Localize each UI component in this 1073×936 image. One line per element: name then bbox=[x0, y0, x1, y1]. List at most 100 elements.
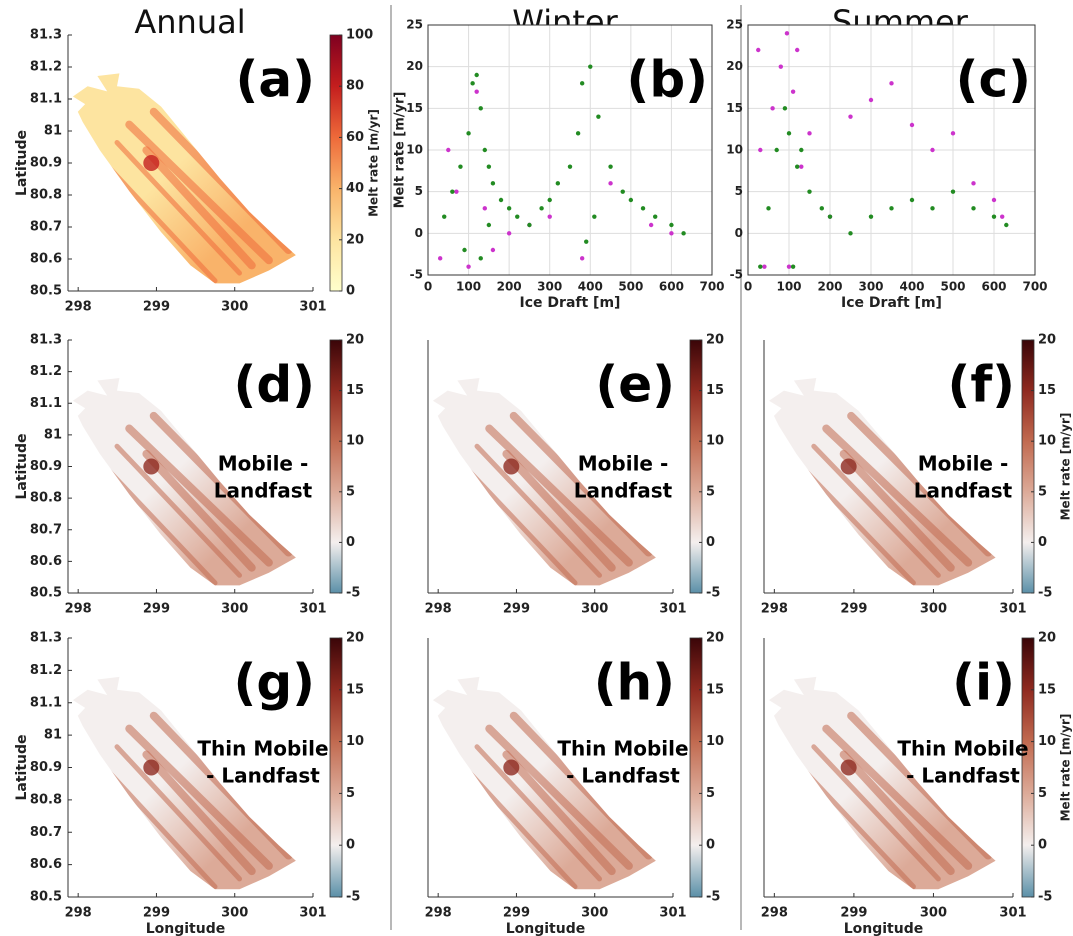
melt-stripe bbox=[502, 449, 616, 572]
x-tick-label: 500 bbox=[618, 280, 643, 294]
colorbar-tick-label: 80 bbox=[346, 79, 364, 94]
melt-stripe bbox=[474, 744, 602, 882]
x-tick-label: 298 bbox=[761, 602, 788, 617]
y-tick-label: 81.3 bbox=[30, 28, 62, 43]
x-tick-label: 298 bbox=[425, 906, 452, 921]
annotation: - Landfast bbox=[906, 764, 1020, 788]
scatter-point bbox=[555, 181, 561, 186]
colorbar-tick-label: 15 bbox=[706, 682, 724, 697]
annotation: Thin Mobile bbox=[557, 737, 688, 761]
scatter-point bbox=[1000, 214, 1005, 219]
x-tick-label: 301 bbox=[299, 602, 326, 617]
scatter-point bbox=[971, 181, 976, 186]
x-tick-label: 300 bbox=[920, 602, 947, 617]
x-tick-label: 301 bbox=[659, 602, 686, 617]
scatter-point bbox=[608, 181, 613, 186]
scatter-point bbox=[786, 131, 792, 136]
scatter-point bbox=[950, 189, 956, 194]
melt-stripe bbox=[485, 424, 633, 567]
scatter-point bbox=[474, 89, 479, 94]
melt-stripe bbox=[125, 724, 273, 870]
scatter-point bbox=[1004, 222, 1009, 228]
colorbar-tick-label: 0 bbox=[346, 535, 355, 550]
scatter-point bbox=[868, 214, 874, 219]
y-axis-label: Latitude bbox=[14, 130, 30, 196]
melt-stripe bbox=[474, 443, 602, 578]
melt-spot bbox=[143, 759, 160, 776]
melt-stripe bbox=[114, 443, 242, 578]
scatter-point bbox=[454, 189, 459, 194]
melt-spot bbox=[840, 759, 857, 776]
scatter-point bbox=[539, 206, 544, 211]
scatter-point bbox=[766, 206, 771, 211]
x-tick-label: 300 bbox=[221, 300, 248, 315]
colorbar-tick-label: -5 bbox=[346, 586, 360, 601]
melt-stripe bbox=[102, 160, 218, 284]
scatter-point bbox=[466, 264, 471, 269]
panel-label: (f) bbox=[948, 356, 1015, 414]
scatter-point bbox=[799, 164, 804, 169]
scatter-point bbox=[950, 131, 956, 136]
scatter-point bbox=[567, 164, 573, 169]
scatter-point bbox=[807, 189, 812, 194]
scatter-point bbox=[756, 47, 761, 53]
colorbar-tick-label: 20 bbox=[346, 631, 364, 646]
x-tick-label: 299 bbox=[143, 906, 170, 921]
colorbar-tick-label: 0 bbox=[346, 284, 355, 299]
scatter-point bbox=[442, 214, 447, 219]
y-axis-label: Latitude bbox=[14, 433, 30, 499]
colorbar-tick-label: 10 bbox=[1038, 734, 1056, 749]
scatter-point bbox=[795, 47, 800, 53]
annotation: Mobile - bbox=[218, 452, 309, 476]
x-tick-label: 301 bbox=[999, 602, 1026, 617]
y-tick-label: 80.9 bbox=[30, 760, 62, 775]
x-axis-label: Longitude bbox=[506, 921, 586, 936]
x-tick-label: 100 bbox=[456, 280, 481, 294]
plot-frame bbox=[747, 24, 1036, 276]
scatter-point bbox=[584, 239, 589, 244]
melt-stripe bbox=[485, 724, 633, 870]
x-tick-label: 300 bbox=[858, 280, 883, 294]
scatter-point bbox=[971, 206, 976, 211]
y-tick-label: 80.7 bbox=[30, 522, 62, 537]
colorbar-tick-label: 100 bbox=[346, 28, 373, 43]
colorbar-tick-label: 0 bbox=[1038, 535, 1047, 550]
annotation: Landfast bbox=[914, 479, 1013, 503]
colorbar bbox=[329, 637, 343, 898]
y-tick-label: 0 bbox=[415, 226, 423, 240]
scatter-point bbox=[592, 214, 597, 219]
plot-frame bbox=[427, 24, 713, 276]
annotation: Thin Mobile bbox=[897, 737, 1028, 761]
y-tick-label: -5 bbox=[730, 268, 743, 282]
melt-stripe bbox=[114, 744, 242, 882]
annotation: Mobile - bbox=[918, 452, 1009, 476]
scatter-point bbox=[669, 222, 674, 228]
melt-spot bbox=[143, 155, 160, 171]
colorbar-tick-label: 15 bbox=[1038, 682, 1056, 697]
scatter-point bbox=[446, 147, 451, 153]
melt-stripe bbox=[811, 744, 941, 882]
x-tick-label: 298 bbox=[65, 906, 92, 921]
scatter-point bbox=[498, 197, 504, 203]
y-tick-label: 5 bbox=[735, 184, 743, 198]
colorbar-tick-label: 0 bbox=[706, 838, 715, 853]
y-tick-label: 80.5 bbox=[30, 284, 62, 299]
y-tick-label: 10 bbox=[726, 143, 743, 157]
x-tick-label: 600 bbox=[981, 280, 1006, 294]
x-tick-label: 300 bbox=[581, 602, 608, 617]
melt-stripe bbox=[839, 750, 955, 876]
y-tick-label: 81 bbox=[44, 728, 62, 743]
scatter-point bbox=[930, 206, 935, 211]
colorbar bbox=[329, 34, 343, 292]
y-tick-label: -5 bbox=[410, 268, 423, 282]
y-tick-label: 81 bbox=[44, 124, 62, 139]
scatter-point bbox=[782, 106, 788, 111]
colorbar-tick-label: -5 bbox=[1038, 890, 1052, 905]
scatter-point bbox=[470, 81, 475, 86]
melt-stripe bbox=[822, 724, 973, 870]
colorbar-tick-label: 0 bbox=[706, 535, 715, 550]
x-tick-label: 200 bbox=[817, 280, 842, 294]
annotation: Landfast bbox=[574, 479, 673, 503]
melt-stripe bbox=[502, 750, 616, 876]
